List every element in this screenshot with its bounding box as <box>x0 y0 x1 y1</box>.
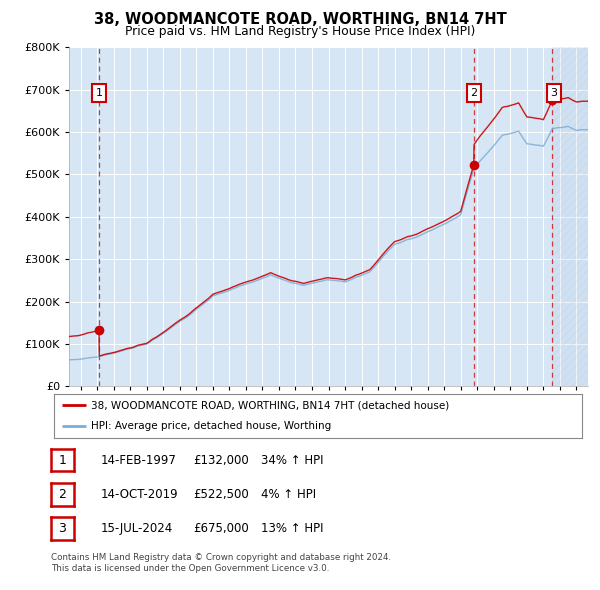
Text: £132,000: £132,000 <box>193 454 249 467</box>
Text: 15-JUL-2024: 15-JUL-2024 <box>101 522 173 535</box>
Text: Contains HM Land Registry data © Crown copyright and database right 2024.
This d: Contains HM Land Registry data © Crown c… <box>51 553 391 573</box>
Text: 38, WOODMANCOTE ROAD, WORTHING, BN14 7HT: 38, WOODMANCOTE ROAD, WORTHING, BN14 7HT <box>94 12 506 27</box>
Text: HPI: Average price, detached house, Worthing: HPI: Average price, detached house, Wort… <box>91 421 331 431</box>
Text: 1: 1 <box>58 454 67 467</box>
Text: 13% ↑ HPI: 13% ↑ HPI <box>261 522 323 535</box>
Text: 3: 3 <box>550 88 557 98</box>
Bar <box>552 47 600 386</box>
Text: 2: 2 <box>470 88 478 98</box>
Text: £675,000: £675,000 <box>193 522 249 535</box>
Text: 34% ↑ HPI: 34% ↑ HPI <box>261 454 323 467</box>
Text: 38, WOODMANCOTE ROAD, WORTHING, BN14 7HT (detached house): 38, WOODMANCOTE ROAD, WORTHING, BN14 7HT… <box>91 401 449 411</box>
Text: 2: 2 <box>58 488 67 501</box>
Text: 14-FEB-1997: 14-FEB-1997 <box>101 454 176 467</box>
Text: 1: 1 <box>95 88 103 98</box>
Text: 14-OCT-2019: 14-OCT-2019 <box>101 488 178 501</box>
Text: 3: 3 <box>58 522 67 535</box>
Text: 4% ↑ HPI: 4% ↑ HPI <box>261 488 316 501</box>
Text: £522,500: £522,500 <box>193 488 249 501</box>
Text: Price paid vs. HM Land Registry's House Price Index (HPI): Price paid vs. HM Land Registry's House … <box>125 25 475 38</box>
